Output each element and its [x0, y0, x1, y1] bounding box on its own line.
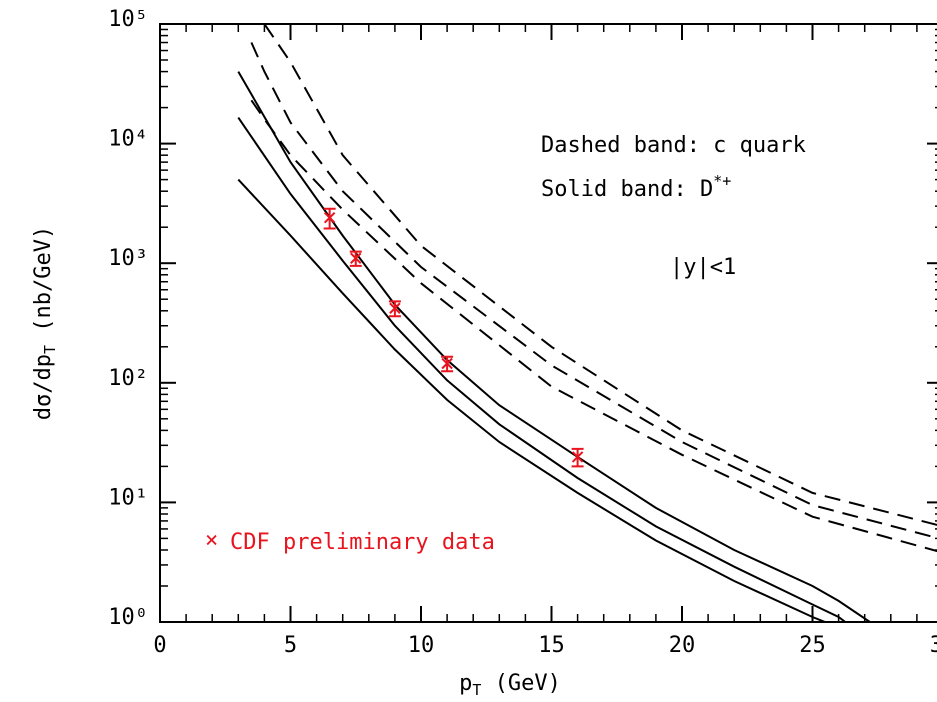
solid-curve [237, 117, 847, 622]
dashed-curve [250, 42, 937, 539]
x-tick-label: 10 [408, 633, 435, 658]
plot-area [237, 24, 937, 622]
data-point [571, 451, 584, 463]
y-tick-label: 10⁵ [108, 7, 148, 32]
annotation: Solid band: D*+ [541, 172, 731, 203]
data-point [389, 302, 401, 314]
y-tick-label: 10⁴ [108, 127, 148, 152]
x-tick-label: 0 [153, 633, 166, 658]
y-tick-label: 10³ [108, 246, 148, 271]
y-tick-label: 10⁰ [108, 605, 148, 630]
y-tick-label: 10² [108, 366, 148, 391]
data-point [350, 252, 362, 264]
y-tick-label: 10¹ [108, 485, 148, 510]
annotation: Dashed band: c quark [541, 133, 806, 158]
data-point [441, 357, 453, 370]
legend-marker: × [205, 528, 218, 553]
legend-label: CDF preliminary data [230, 530, 495, 555]
x-tick-label: 15 [538, 633, 565, 658]
solid-curve [237, 178, 828, 622]
dashed-curve [250, 99, 937, 553]
annotation: |y|<1 [670, 255, 736, 280]
x-tick-label: 25 [799, 633, 826, 658]
data-point [323, 212, 336, 224]
plot-frame [159, 23, 937, 623]
x-axis-label: pT (GeV) [459, 671, 561, 699]
x-tick-label: 20 [669, 633, 696, 658]
x-tick-label: 30 [930, 633, 937, 658]
x-tick-label: 5 [284, 633, 297, 658]
y-axis-label: dσ/dpT (nb/GeV) [31, 226, 59, 420]
dashed-curve [263, 24, 937, 526]
